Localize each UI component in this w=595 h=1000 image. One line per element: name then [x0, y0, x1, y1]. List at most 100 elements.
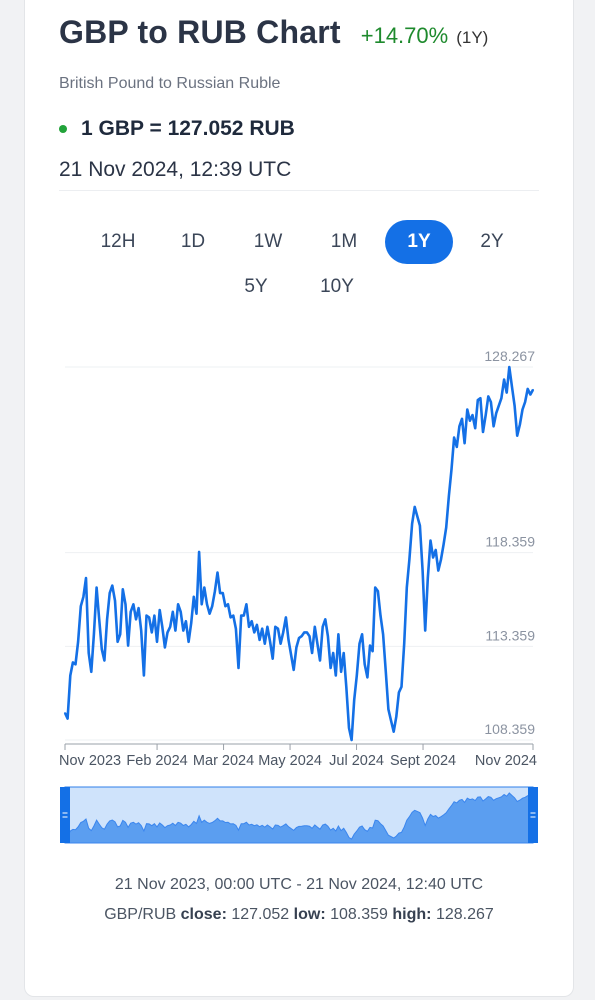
price-point: [495, 412, 498, 415]
rate-timestamp: 21 Nov 2024, 12:39 UTC: [59, 158, 292, 181]
price-point: [413, 506, 416, 508]
price-point: [69, 674, 72, 677]
price-point: [476, 399, 479, 401]
price-point: [453, 436, 455, 439]
price-point: [516, 434, 519, 437]
price-point: [461, 417, 463, 420]
y-tick-label: 118.359: [485, 534, 535, 550]
price-point: [140, 629, 143, 632]
x-tick-label: Jul 2024: [329, 753, 384, 769]
price-point: [419, 524, 421, 527]
price-point: [219, 592, 222, 594]
price-point: [429, 539, 432, 542]
price-point: [392, 730, 395, 733]
price-point: [127, 644, 129, 647]
price-point: [245, 603, 248, 606]
price-point: [253, 631, 256, 634]
price-point: [79, 605, 82, 608]
price-point: [361, 633, 363, 636]
price-point: [182, 629, 185, 632]
price-point: [369, 644, 371, 647]
period-button-1w[interactable]: 1W: [253, 231, 283, 252]
price-point: [519, 423, 521, 426]
period-button-12h[interactable]: 12H: [100, 231, 136, 252]
change-period: (1Y): [456, 28, 489, 47]
low-value: 108.359: [330, 906, 388, 923]
price-point: [95, 586, 98, 589]
current-rate: 1 GBP = 127.052 RUB: [81, 117, 295, 140]
price-point: [177, 603, 180, 606]
price-point: [455, 446, 458, 448]
price-point: [269, 640, 271, 643]
price-point: [116, 640, 119, 643]
price-point: [306, 631, 308, 634]
price-point: [371, 650, 374, 653]
price-point: [156, 640, 158, 643]
price-point: [216, 571, 219, 574]
period-button-5y[interactable]: 5Y: [244, 276, 268, 297]
price-point: [390, 719, 392, 722]
price-point: [355, 674, 358, 677]
price-point: [292, 669, 295, 671]
period-button-1m[interactable]: 1M: [330, 231, 358, 252]
price-point: [526, 388, 529, 390]
price-point: [484, 414, 487, 416]
price-point: [248, 625, 250, 628]
price-point: [300, 635, 303, 638]
page-title: GBP to RUB Chart: [59, 14, 341, 50]
price-point: [227, 603, 229, 606]
price-point: [327, 635, 329, 638]
price-point: [337, 633, 340, 636]
x-tick-label: Feb 2024: [126, 753, 187, 769]
price-point: [114, 599, 116, 602]
price-point: [313, 625, 316, 628]
period-button-2y[interactable]: 2Y: [480, 231, 504, 252]
price-point: [358, 642, 361, 645]
price-point: [143, 674, 145, 677]
price-point: [150, 631, 153, 634]
price-point: [85, 577, 87, 579]
price-point: [471, 414, 474, 416]
price-point: [258, 639, 261, 641]
price-point: [353, 699, 356, 701]
price-point: [74, 663, 77, 666]
price-point: [161, 625, 164, 628]
price-point: [482, 431, 484, 433]
price-point: [408, 558, 411, 561]
navigator-right-handle[interactable]: [528, 787, 538, 843]
price-point: [100, 648, 103, 651]
price-point: [342, 652, 345, 654]
price-point: [374, 586, 377, 589]
price-point: [108, 592, 111, 594]
price-chart[interactable]: 108.359 113.359 118.359 128.267 Nov 2023 Feb …: [25, 0, 573, 860]
x-tick-label: Mar 2024: [193, 753, 254, 769]
period-button-1d[interactable]: 1D: [180, 231, 206, 252]
price-point: [285, 616, 287, 619]
price-point: [82, 595, 85, 598]
period-button-10y[interactable]: 10Y: [320, 276, 354, 297]
close-label: close:: [180, 906, 227, 923]
price-point: [190, 622, 193, 624]
price-point: [450, 468, 453, 471]
price-point: [106, 618, 108, 621]
price-point: [487, 395, 490, 398]
navigator-left-handle[interactable]: [60, 787, 70, 843]
price-point: [132, 603, 135, 606]
price-point: [271, 657, 274, 660]
price-point: [282, 631, 285, 634]
price-point: [237, 667, 240, 669]
price-point: [98, 618, 101, 621]
price-point: [64, 712, 66, 714]
price-point: [266, 625, 269, 628]
period-button-1y[interactable]: 1Y: [385, 220, 453, 264]
price-point: [137, 607, 140, 609]
price-point: [224, 605, 227, 608]
price-point: [437, 569, 440, 572]
price-point: [400, 685, 403, 688]
price-point: [277, 627, 279, 630]
price-point: [164, 646, 166, 649]
price-point: [208, 612, 211, 615]
price-point: [195, 612, 198, 615]
price-point: [166, 631, 169, 634]
price-point: [174, 629, 177, 632]
